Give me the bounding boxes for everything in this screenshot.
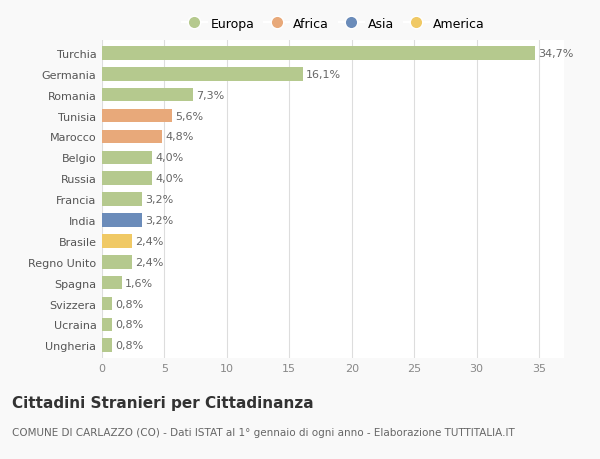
Bar [102, 193, 142, 207]
Bar [102, 89, 193, 102]
Legend: Europa, Africa, Asia, America: Europa, Africa, Asia, America [176, 13, 490, 36]
Bar [102, 339, 112, 353]
Text: 7,3%: 7,3% [196, 90, 224, 101]
Bar [102, 318, 112, 331]
Text: 1,6%: 1,6% [125, 278, 153, 288]
Bar [102, 235, 132, 248]
Bar [102, 172, 152, 185]
Text: 3,2%: 3,2% [145, 195, 173, 205]
Text: 5,6%: 5,6% [175, 112, 203, 121]
Bar [102, 151, 152, 165]
Bar [102, 47, 535, 61]
Bar [102, 214, 142, 227]
Text: 16,1%: 16,1% [306, 70, 341, 80]
Text: 3,2%: 3,2% [145, 216, 173, 225]
Text: 4,0%: 4,0% [155, 174, 184, 184]
Bar [102, 255, 132, 269]
Text: 0,8%: 0,8% [115, 299, 143, 309]
Bar [102, 297, 112, 311]
Text: COMUNE DI CARLAZZO (CO) - Dati ISTAT al 1° gennaio di ogni anno - Elaborazione T: COMUNE DI CARLAZZO (CO) - Dati ISTAT al … [12, 427, 515, 437]
Text: 0,8%: 0,8% [115, 341, 143, 351]
Text: 4,0%: 4,0% [155, 153, 184, 163]
Text: 34,7%: 34,7% [538, 49, 574, 59]
Bar [102, 110, 172, 123]
Text: 2,4%: 2,4% [135, 236, 163, 246]
Bar [102, 68, 303, 81]
Text: 4,8%: 4,8% [165, 132, 193, 142]
Text: Cittadini Stranieri per Cittadinanza: Cittadini Stranieri per Cittadinanza [12, 395, 314, 410]
Bar [102, 130, 162, 144]
Bar [102, 276, 122, 290]
Text: 0,8%: 0,8% [115, 319, 143, 330]
Text: 2,4%: 2,4% [135, 257, 163, 267]
